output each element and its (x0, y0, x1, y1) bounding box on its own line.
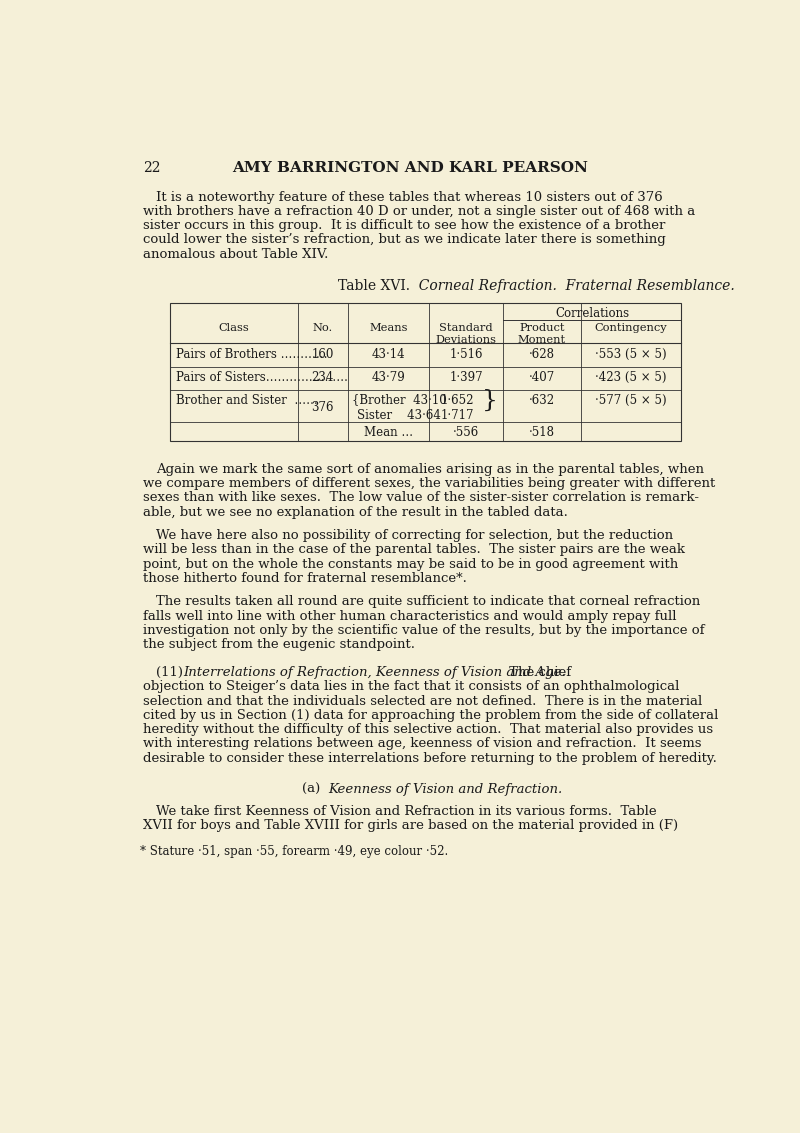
Text: It is a noteworthy feature of these tables that whereas 10 sisters out of 376: It is a noteworthy feature of these tabl… (156, 190, 662, 204)
Text: ·518: ·518 (529, 426, 554, 438)
Text: 22: 22 (142, 161, 160, 176)
Text: point, but on the whole the constants may be said to be in good agreement with: point, but on the whole the constants ma… (142, 557, 678, 571)
Text: Standard
Deviations: Standard Deviations (436, 323, 497, 346)
Text: * Stature ·51, span ·55, forearm ·49, eye colour ·52.: * Stature ·51, span ·55, forearm ·49, ey… (140, 845, 448, 858)
Text: 376: 376 (311, 401, 334, 415)
Text: able, but we see no explanation of the result in the tabled data.: able, but we see no explanation of the r… (142, 505, 567, 519)
Text: selection and that the individuals selected are not defined.  There is in the ma: selection and that the individuals selec… (142, 695, 702, 708)
Text: with interesting relations between age, keenness of vision and refraction.  It s: with interesting relations between age, … (142, 738, 701, 750)
Text: with brothers have a refraction 40 D or under, not a single sister out of 468 wi: with brothers have a refraction 40 D or … (142, 205, 695, 218)
Text: }: } (482, 389, 498, 412)
Text: sexes than with like sexes.  The low value of the sister-sister correlation is r: sexes than with like sexes. The low valu… (142, 492, 698, 504)
Text: (11): (11) (156, 666, 191, 679)
Text: AMY BARRINGTON AND KARL PEARSON: AMY BARRINGTON AND KARL PEARSON (232, 161, 588, 176)
Text: could lower the sister’s refraction, but as we indicate later there is something: could lower the sister’s refraction, but… (142, 233, 666, 246)
Text: Correlations: Correlations (555, 307, 629, 320)
Text: we compare members of different sexes, the variabilities being greater with diff: we compare members of different sexes, t… (142, 477, 715, 491)
Text: investigation not only by the scientific value of the results, but by the import: investigation not only by the scientific… (142, 624, 704, 637)
Text: We take first Keenness of Vision and Refraction in its various forms.  Table: We take first Keenness of Vision and Ref… (156, 804, 657, 818)
Text: Class: Class (218, 323, 249, 333)
Text: ·577 (5 × 5): ·577 (5 × 5) (595, 394, 666, 407)
Text: We have here also no possibility of correcting for selection, but the reduction: We have here also no possibility of corr… (156, 529, 673, 542)
Text: (a): (a) (302, 783, 329, 795)
Text: ·556: ·556 (453, 426, 479, 438)
Text: 1·717: 1·717 (441, 409, 474, 421)
Text: The chief: The chief (505, 666, 570, 679)
Text: those hitherto found for fraternal resemblance*.: those hitherto found for fraternal resem… (142, 572, 466, 585)
Text: 1·652: 1·652 (441, 393, 474, 407)
Text: Means: Means (370, 323, 408, 333)
Text: desirable to consider these interrelations before returning to the problem of he: desirable to consider these interrelatio… (142, 751, 717, 765)
Text: Pairs of Brothers …………: Pairs of Brothers ………… (176, 348, 327, 361)
Text: Product
Moment: Product Moment (518, 323, 566, 346)
Text: Keenness of Vision and Refraction.: Keenness of Vision and Refraction. (329, 783, 563, 795)
Text: Mean …: Mean … (364, 426, 414, 438)
Text: falls well into line with other human characteristics and would amply repay full: falls well into line with other human ch… (142, 610, 676, 622)
Text: Corneal Refraction.  Fraternal Resemblance.: Corneal Refraction. Fraternal Resemblanc… (410, 279, 734, 292)
Text: 1·516: 1·516 (450, 348, 483, 361)
Text: Contingency: Contingency (594, 323, 667, 333)
Text: will be less than in the case of the parental tables.  The sister pairs are the : will be less than in the case of the par… (142, 544, 685, 556)
Text: XVII for boys and Table XVIII for girls are based on the material provided in (F: XVII for boys and Table XVIII for girls … (142, 819, 678, 832)
Text: 234: 234 (312, 372, 334, 384)
Text: ·423 (5 × 5): ·423 (5 × 5) (595, 372, 666, 384)
Text: the subject from the eugenic standpoint.: the subject from the eugenic standpoint. (142, 638, 414, 651)
Text: ·407: ·407 (529, 372, 555, 384)
Text: ·632: ·632 (529, 394, 555, 407)
Text: {Brother  43·10: {Brother 43·10 (352, 393, 446, 407)
Text: ·628: ·628 (529, 348, 554, 361)
Text: heredity without the difficulty of this selective action.  That material also pr: heredity without the difficulty of this … (142, 723, 713, 736)
Text: No.: No. (313, 323, 333, 333)
Text: cited by us in Section (1) data for approaching the problem from the side of col: cited by us in Section (1) data for appr… (142, 709, 718, 722)
Text: anomalous about Table XIV.: anomalous about Table XIV. (142, 248, 328, 261)
Text: 160: 160 (312, 348, 334, 361)
Text: 43·79: 43·79 (372, 372, 406, 384)
Text: 1·397: 1·397 (450, 372, 483, 384)
Text: objection to Steiger’s data lies in the fact that it consists of an ophthalmolog: objection to Steiger’s data lies in the … (142, 680, 679, 693)
Text: The results taken all round are quite sufficient to indicate that corneal refrac: The results taken all round are quite su… (156, 595, 700, 608)
Text: sister occurs in this group.  It is difficult to see how the existence of a brot: sister occurs in this group. It is diffi… (142, 219, 665, 232)
Text: Table XVI.: Table XVI. (338, 279, 410, 292)
Text: Again we mark the same sort of anomalies arising as in the parental tables, when: Again we mark the same sort of anomalies… (156, 462, 704, 476)
Text: 43·14: 43·14 (372, 348, 406, 361)
Text: ·553 (5 × 5): ·553 (5 × 5) (595, 348, 666, 361)
Text: Interrelations of Refraction, Keenness of Vision and Age.: Interrelations of Refraction, Keenness o… (183, 666, 566, 679)
Text: Brother and Sister  ……: Brother and Sister …… (176, 393, 318, 407)
Text: Sister    43·64: Sister 43·64 (358, 409, 441, 421)
Text: Pairs of Sisters…………………: Pairs of Sisters………………… (176, 372, 348, 384)
